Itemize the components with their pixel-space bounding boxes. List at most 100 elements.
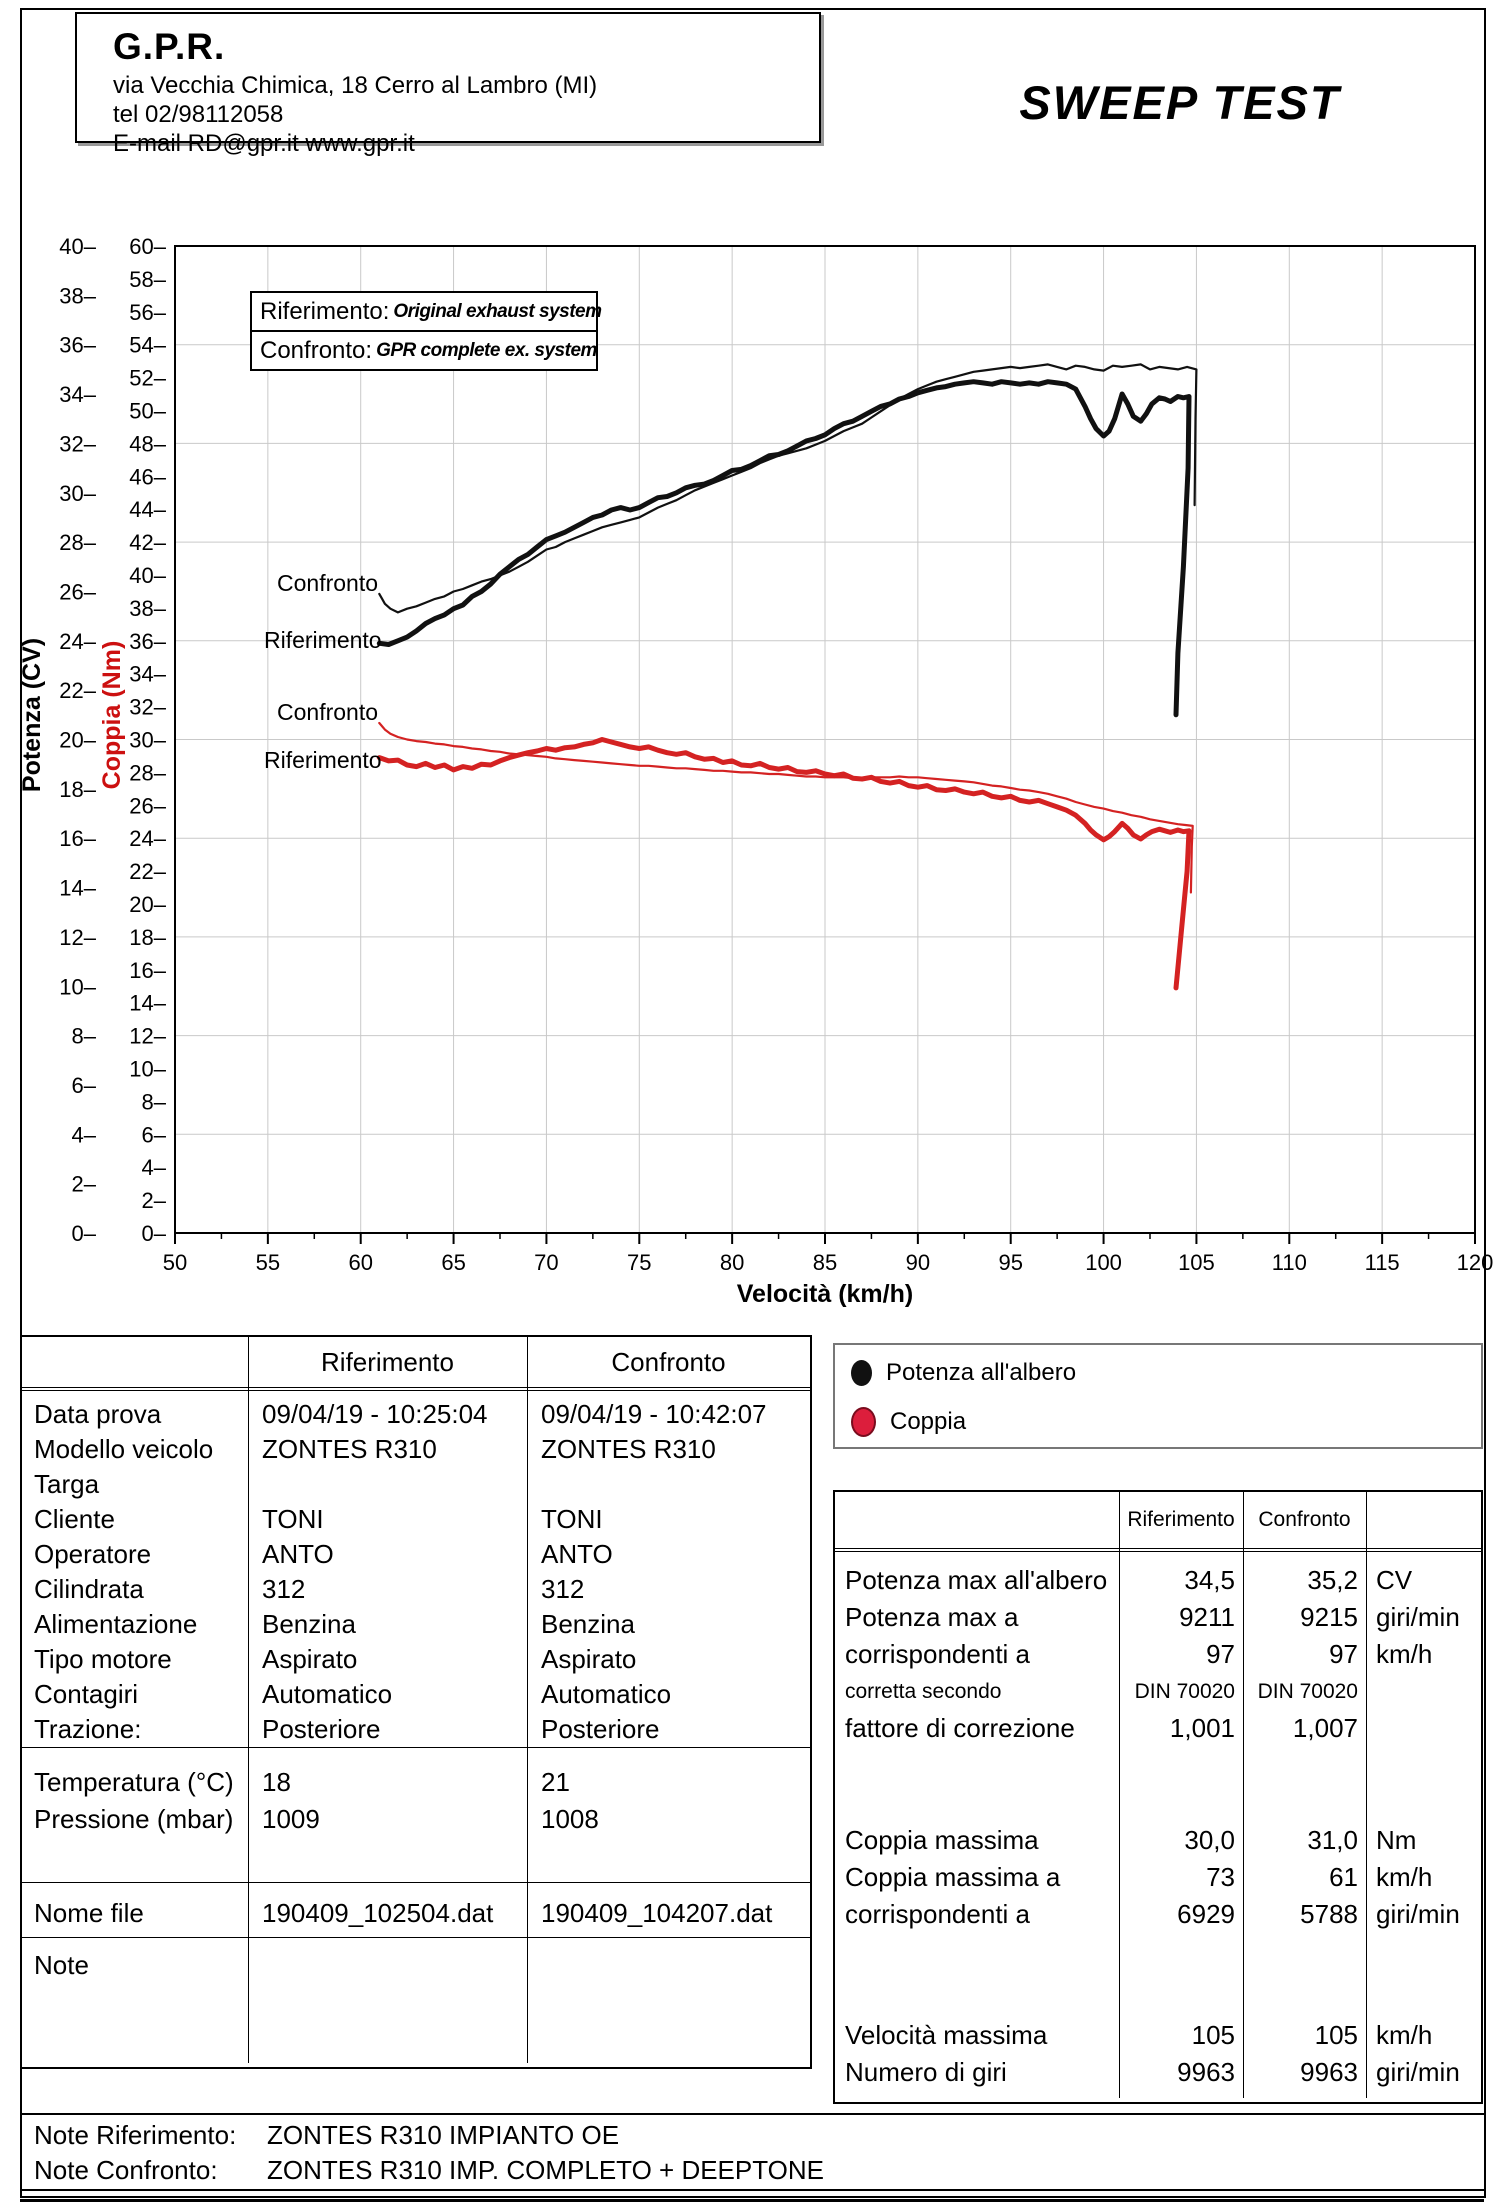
table-row: Potenza max all'albero 34,5 35,2 CV xyxy=(845,1565,1413,1595)
table-row: Tipo motore Aspirato Aspirato xyxy=(34,1644,637,1674)
company-name: G.P.R. xyxy=(113,26,226,67)
legend-item-torque: Coppia xyxy=(851,1407,966,1437)
table-row: Alimentazione Benzina Benzina xyxy=(34,1609,635,1639)
results-header: Riferimento Confronto xyxy=(835,1492,1481,1552)
table-row: Cliente TONI TONI xyxy=(34,1504,603,1534)
x-tick-label: 105 xyxy=(1178,1250,1215,1275)
results-table: Riferimento Confronto Potenza max all'al… xyxy=(833,1490,1483,2104)
power-riferimento-curve-label: Riferimento xyxy=(264,627,382,653)
note-confronto-label: Note Confronto: xyxy=(34,2155,218,2185)
confronto-value: GPR complete ex. system xyxy=(376,339,597,361)
info-table-separator xyxy=(22,1937,810,1938)
page-bottom-rule xyxy=(20,2199,1484,2202)
cv-tick-label: 6– xyxy=(72,1073,97,1098)
table-row: Data prova 09/04/19 - 10:25:04 09/04/19 … xyxy=(34,1399,767,1429)
info-table-header: Riferimento Confronto xyxy=(22,1337,810,1391)
nm-tick-label: 32– xyxy=(129,695,166,720)
table-row: Operatore ANTO ANTO xyxy=(34,1539,613,1569)
nm-tick-label: 2– xyxy=(142,1188,167,1213)
table-row: fattore di correzione 1,001 1,007 xyxy=(845,1713,1358,1743)
info-table-separator xyxy=(22,1882,810,1883)
nm-tick-label: 38– xyxy=(129,596,166,621)
nm-tick-label: 24– xyxy=(129,826,166,851)
x-tick-label: 90 xyxy=(906,1250,930,1275)
nm-tick-label: 26– xyxy=(129,793,166,818)
torque-series-dot-icon xyxy=(851,1407,876,1437)
nm-tick-label: 4– xyxy=(142,1155,167,1180)
nm-tick-label: 58– xyxy=(129,267,166,292)
x-tick-label: 65 xyxy=(441,1250,465,1275)
info-table-separator xyxy=(22,1747,810,1748)
cv-tick-label: 12– xyxy=(59,925,96,950)
cv-tick-label: 10– xyxy=(59,974,96,999)
cv-tick-label: 22– xyxy=(59,678,96,703)
nm-tick-label: 42– xyxy=(129,530,166,555)
nm-tick-label: 28– xyxy=(129,760,166,785)
nm-tick-label: 18– xyxy=(129,925,166,950)
curve-torque_conf xyxy=(378,721,1194,894)
note-label: Note xyxy=(34,1950,89,1980)
x-tick-label: 70 xyxy=(534,1250,558,1275)
table-row: Contagiri Automatico Automatico xyxy=(34,1679,672,1709)
nm-tick-label: 44– xyxy=(129,497,166,522)
nm-tick-label: 30– xyxy=(129,728,166,753)
table-row: corrispondenti a 6929 5788 giri/min xyxy=(845,1899,1460,1929)
power-series-dot-icon xyxy=(851,1360,872,1386)
chart-curves xyxy=(376,363,1198,991)
nm-tick-label: 52– xyxy=(129,366,166,391)
x-tick-label: 85 xyxy=(813,1250,837,1275)
sweep-test-chart: 50 55 60 65 70 75 80 85 90 95 100 105 110 115 120 0– 2– 4… xyxy=(18,234,1493,1308)
y-axis-title-power: Potenza (CV) xyxy=(18,638,46,792)
x-tick-label: 60 xyxy=(348,1250,372,1275)
cv-tick-label: 4– xyxy=(72,1122,97,1147)
table-row: Targa xyxy=(34,1469,100,1499)
nm-tick-label: 60– xyxy=(129,234,166,259)
cv-tick-label: 20– xyxy=(59,728,96,753)
nm-tick-label: 50– xyxy=(129,399,166,424)
nm-tick-label: 46– xyxy=(129,464,166,489)
info-header-riferimento: Riferimento xyxy=(321,1346,454,1377)
rpm-row: Numero di giri 9963 9963 giri/min xyxy=(845,2057,1460,2087)
page-border xyxy=(20,8,1486,2198)
chart-gridlines xyxy=(175,246,1475,1233)
chart-axis-ticks: 50 55 60 65 70 75 80 85 90 95 100 105 110 115 120 0– 2– 4… xyxy=(59,234,1493,1275)
riferimento-label: Riferimento: xyxy=(260,297,390,325)
note-confronto-value: ZONTES R310 IMP. COMPLETO + DEEPTONE xyxy=(267,2155,824,2185)
confronto-label: Confronto: xyxy=(260,336,373,364)
table-row: Modello veicolo ZONTES R310 ZONTES R310 xyxy=(34,1434,716,1464)
table-row: Potenza max a 9211 9215 giri/min xyxy=(845,1602,1460,1632)
nm-tick-label: 36– xyxy=(129,629,166,654)
nm-tick-label: 56– xyxy=(129,300,166,325)
nm-tick-label: 34– xyxy=(129,662,166,687)
cv-tick-label: 28– xyxy=(59,530,96,555)
company-header-box: G.P.R. via Vecchia Chimica, 18 Cerro al … xyxy=(75,12,821,157)
info-table-divider-2 xyxy=(527,1337,528,2063)
cv-tick-label: 34– xyxy=(59,382,96,407)
pressure-row: Pressione (mbar) 1009 1008 xyxy=(34,1804,599,1834)
riferimento-value: Original exhaust system xyxy=(393,300,602,322)
chart-legend-riferimento: Riferimento: Original exhaust system xyxy=(252,293,602,330)
nm-tick-label: 22– xyxy=(129,859,166,884)
curve-torque_rif xyxy=(376,737,1192,991)
chart-legend-box: Riferimento: Original exhaust system Con… xyxy=(250,291,602,371)
info-header-confronto: Confronto xyxy=(611,1346,726,1377)
test-info-table: Riferimento Confronto Data prova 09/04/1… xyxy=(20,1335,812,2069)
x-tick-label: 80 xyxy=(720,1250,744,1275)
company-phone: tel 02/98112058 xyxy=(113,101,284,128)
torque-riferimento-curve-label: Riferimento xyxy=(264,747,382,773)
cv-tick-label: 40– xyxy=(59,234,96,259)
cv-tick-label: 2– xyxy=(72,1172,97,1197)
results-divider-3 xyxy=(1366,1492,1367,2098)
torque-confronto-curve-label: Confronto xyxy=(277,699,379,725)
max-speed-row: Velocità massima 105 105 km/h xyxy=(845,2020,1433,2050)
cv-tick-label: 18– xyxy=(59,777,96,802)
x-tick-label: 55 xyxy=(256,1250,280,1275)
nm-tick-label: 10– xyxy=(129,1057,166,1082)
nm-tick-label: 6– xyxy=(142,1122,167,1147)
series-legend-box: Potenza all'albero Coppia xyxy=(833,1343,1483,1449)
x-tick-label: 50 xyxy=(163,1250,187,1275)
results-header-riferimento: Riferimento xyxy=(1127,1508,1235,1531)
x-tick-label: 115 xyxy=(1365,1250,1400,1275)
company-address: via Vecchia Chimica, 18 Cerro al Lambro … xyxy=(113,72,598,99)
